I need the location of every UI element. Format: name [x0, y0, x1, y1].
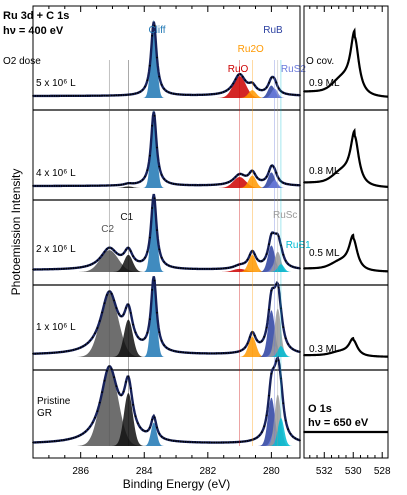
component-Cliff-fill [122, 194, 186, 272]
component-RuS2-fill [242, 264, 300, 272]
measured-points [32, 197, 301, 271]
x-tick-label: 282 [199, 466, 216, 477]
o1s-measured-points [303, 30, 389, 98]
ru3d-c1s-photon-energy: hν = 400 eV [3, 25, 64, 37]
ru3d-c1s-plot-frame [32, 5, 301, 459]
o1s-spectrum-3 [303, 336, 389, 358]
o1s-panel: 532 530 528 0.9 ML 0.8 ML 0.5 ML 0.3 ML O cov… [303, 5, 391, 477]
measured-points [32, 114, 301, 187]
component-RuSc-fill [245, 394, 300, 446]
peak-label-RuS2: RuS2 [281, 64, 306, 75]
fit-envelope [32, 193, 301, 271]
component-RuB-fill [239, 172, 300, 188]
ru3d-c1s-title: Ru 3d + C 1s [3, 10, 69, 22]
component-RuS2-fill [242, 430, 300, 446]
stack-label: 2 x 10⁶ L [36, 244, 76, 255]
peak-label-C2: C2 [101, 224, 114, 235]
x-tick-label: 280 [263, 466, 280, 477]
component-Cliff-fill [122, 279, 186, 357]
y-axis-label: Photoemission Intensity [9, 169, 23, 296]
o-coverage-label: 0.5 ML [309, 248, 340, 259]
peak-label-Cliff: Cliff [148, 25, 165, 36]
peak-label-RuS1: RuS1 [286, 240, 311, 251]
o1s-photon-energy: hν = 650 eV [308, 417, 369, 429]
spectrum-4 [32, 356, 301, 446]
component-RuB-fill [239, 245, 300, 272]
o1s-measured-points [303, 431, 389, 433]
stack-label: Pristine [37, 396, 71, 407]
component-RuB-fill [239, 397, 300, 446]
o1s-measured-points [303, 130, 389, 188]
x-axis-label: Binding Energy (eV) [123, 477, 230, 491]
fit-envelope [32, 356, 301, 444]
measured-points [32, 359, 301, 444]
o1s-spectrum-0 [303, 27, 389, 98]
peak-label-RuSc: RuSc [273, 210, 297, 221]
component-Cliff-fill [122, 20, 186, 98]
o1s-measured-points [303, 337, 389, 358]
o1s-spectrum-2 [303, 233, 389, 273]
spectrum-3 [32, 276, 301, 357]
component-RuSc-fill [245, 308, 300, 357]
o1s-title: O 1s [308, 403, 332, 415]
o1s-spectrum-4 [303, 430, 389, 434]
measured-points [32, 24, 301, 97]
component-RuS2-fill [242, 180, 300, 188]
o1s-fit-line [303, 127, 388, 188]
o-coverage-label: 0.3 ML [309, 344, 340, 355]
component-RuB-fill [239, 85, 300, 98]
o1s-spectrum-1 [303, 127, 389, 188]
o1s-x-tick-label: 528 [374, 466, 391, 477]
component-RuB-fill [239, 310, 300, 357]
component-Cliff-fill [122, 110, 186, 188]
o2-dose-header: O2 dose [3, 56, 41, 67]
peak-label-RuB: RuB [263, 25, 283, 36]
o1s-measured-points [303, 234, 389, 273]
x-tick-label: 286 [72, 466, 89, 477]
peak-label-Ru2O: Ru2O [238, 44, 264, 55]
stack-label: 4 x 10⁶ L [36, 168, 76, 179]
o-coverage-label: 0.8 ML [309, 166, 340, 177]
o1s-plot-frame [303, 5, 389, 459]
peak-label-RuO: RuO [228, 64, 249, 75]
component-Cliff-fill [122, 422, 186, 446]
x-tick-label: 284 [136, 466, 153, 477]
stack-label: 1 x 10⁶ L [36, 322, 76, 333]
stack-label: GR [37, 408, 52, 419]
o-coverage-header: O cov. [306, 56, 334, 67]
component-RuS2-fill [242, 88, 300, 98]
spectrum-2 [32, 193, 301, 272]
ru3d-c1s-panel: 286 284 282 280 5 x 10⁶ L 4 x 10⁶ L 2 x 10⁶ L… [3, 5, 311, 491]
stack-label: 5 x 10⁶ L [36, 78, 76, 89]
o-coverage-label: 0.9 ML [309, 78, 340, 89]
peak-label-C1: C1 [120, 212, 133, 223]
measured-points [32, 279, 301, 355]
o1s-x-tick-label: 532 [316, 466, 333, 477]
component-RuSc-fill [245, 251, 300, 272]
o1s-x-tick-label: 530 [345, 466, 362, 477]
